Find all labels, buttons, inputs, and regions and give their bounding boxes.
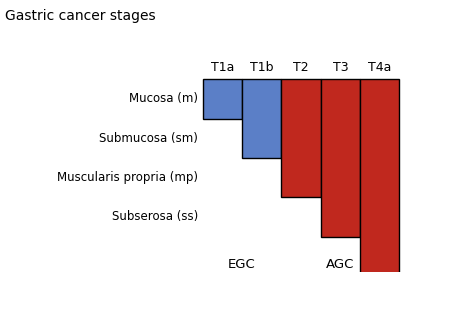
- Text: T1b: T1b: [250, 61, 273, 74]
- Text: Gastric cancer stages: Gastric cancer stages: [5, 9, 155, 23]
- Text: Subserosa (ss): Subserosa (ss): [112, 210, 198, 223]
- Text: T4a: T4a: [368, 61, 392, 74]
- Text: T2: T2: [293, 61, 309, 74]
- Text: Mucosa (m): Mucosa (m): [129, 92, 198, 105]
- Text: Submucosa (sm): Submucosa (sm): [99, 132, 198, 145]
- Bar: [320, 79, 360, 236]
- Bar: [282, 79, 320, 197]
- Bar: [242, 79, 282, 158]
- Text: AGC: AGC: [326, 258, 355, 271]
- Text: T3: T3: [332, 61, 348, 74]
- Text: T1a: T1a: [210, 61, 234, 74]
- Bar: [203, 79, 242, 119]
- Text: EGC: EGC: [228, 258, 256, 271]
- Text: Muscularis propria (mp): Muscularis propria (mp): [57, 171, 198, 184]
- Bar: [360, 79, 399, 276]
